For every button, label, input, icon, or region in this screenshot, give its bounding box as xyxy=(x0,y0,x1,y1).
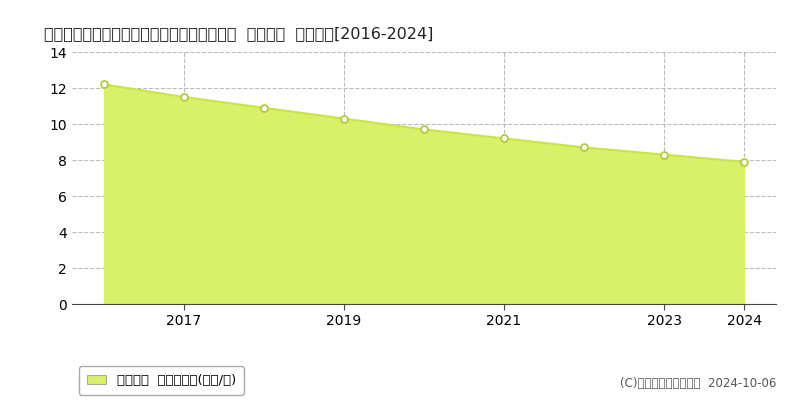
Point xyxy=(418,126,430,132)
Point xyxy=(338,116,350,122)
Point xyxy=(258,104,270,111)
Legend: 基準地価  平均坊単価(万円/坊): 基準地価 平均坊単価(万円/坊) xyxy=(78,366,244,395)
Text: (C)土地価格ドットコム  2024-10-06: (C)土地価格ドットコム 2024-10-06 xyxy=(620,377,776,390)
Point xyxy=(738,158,750,165)
Text: 愛知県知多郡南知多町大字師崎字向島８番４  基準地価  地価推移[2016-2024]: 愛知県知多郡南知多町大字師崎字向島８番４ 基準地価 地価推移[2016-2024… xyxy=(44,26,434,41)
Point xyxy=(658,151,670,158)
Point xyxy=(498,135,510,142)
Point xyxy=(178,94,190,100)
Point xyxy=(98,81,110,88)
Point xyxy=(578,144,590,151)
